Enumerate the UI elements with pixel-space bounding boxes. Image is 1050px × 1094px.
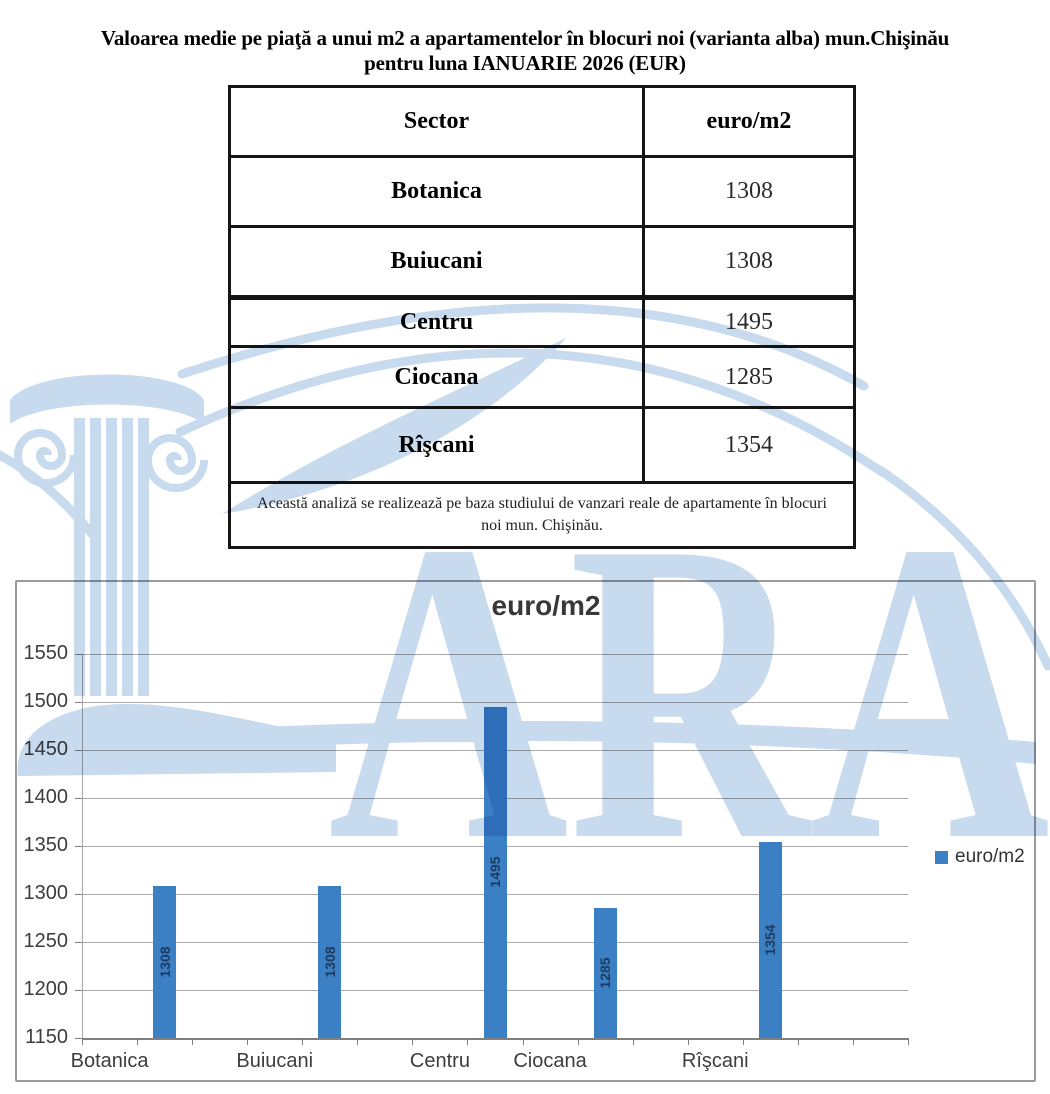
sector-price: 1354 — [725, 431, 773, 458]
bar-botanica: 1308 — [153, 886, 177, 1038]
x-axis-line — [82, 1038, 908, 1040]
gridline — [82, 654, 908, 655]
x-axis-tick — [192, 1038, 194, 1045]
x-axis-label: Centru — [409, 1050, 470, 1072]
y-axis-tick — [75, 1038, 82, 1039]
bar-value-label: 1354 — [762, 924, 779, 956]
bar-value-label: 1495 — [487, 856, 503, 888]
sector-price: 1495 — [725, 309, 773, 335]
y-axis-line — [82, 654, 83, 1038]
y-axis-tick — [75, 750, 82, 751]
x-axis-tick — [302, 1038, 304, 1045]
x-axis-label: Ciocana — [513, 1050, 587, 1072]
column-header-value: euro/m2 — [706, 108, 792, 134]
chart-title: euro/m2 — [491, 590, 601, 621]
y-axis-tick — [75, 942, 82, 943]
x-axis-tick — [82, 1038, 83, 1045]
page-title-line1: Valoarea medie pe piaţă a unui m2 a apar… — [100, 26, 950, 50]
x-axis-tick — [137, 1038, 139, 1045]
x-axis-tick — [357, 1038, 359, 1045]
x-axis-tick — [687, 1038, 689, 1045]
sector-name: Centru — [231, 300, 645, 345]
plot-area: 1150 1200 1250 1300 1350 1400 1450 1500 1550 1308… — [24, 642, 909, 1072]
legend-color-swatch — [935, 850, 948, 864]
sector-name: Botanica — [231, 158, 645, 225]
y-axis-tick — [75, 798, 82, 799]
y-axis-label: 1450 — [23, 738, 69, 760]
x-axis-label: Buiucani — [236, 1050, 314, 1072]
sector-name: Rîşcani — [231, 409, 645, 481]
table-body: Botanica 1308 Buiucani 1308 Centru 1495 Ciocan… — [231, 155, 853, 481]
x-axis-tick — [852, 1038, 854, 1045]
table-note-row: Această analiză se realizează pe baza st… — [231, 481, 853, 546]
sector-price: 1285 — [725, 363, 773, 390]
y-axis-label: 1300 — [23, 882, 69, 904]
sector-price: 1308 — [725, 248, 773, 274]
table-row: Rîşcani 1354 — [231, 406, 853, 481]
x-axis-label: Botanica — [70, 1050, 149, 1072]
chart-legend: euro/m2 — [935, 846, 1025, 868]
x-axis-tick — [247, 1038, 249, 1045]
table-row: Ciocana 1285 — [231, 345, 853, 406]
x-axis-tick — [908, 1038, 909, 1045]
bar-value-label: 1308 — [321, 946, 338, 978]
y-axis-tick — [75, 702, 82, 703]
x-axis-tick — [632, 1038, 634, 1045]
x-axis-label: Rîşcani — [681, 1050, 749, 1072]
x-axis-tick — [522, 1038, 524, 1045]
gridline — [82, 702, 908, 703]
legend-label: euro/m2 — [955, 846, 1025, 867]
bar-ciocana: 1285 — [593, 908, 617, 1038]
sector-price-table: Sector euro/m2 Botanica 1308 Buiucani 1308 C… — [228, 85, 856, 549]
page-title: Valoarea medie pe piaţă a unui m2 a apar… — [0, 26, 1050, 76]
table-row: Centru 1495 — [231, 295, 853, 345]
table-row: Buiucani 1308 — [231, 225, 853, 295]
bar-buiucani: 1308 — [318, 886, 342, 1038]
column-volutes — [13, 429, 208, 492]
page-title-line2: pentru luna IANUARIE 2026 (EUR) — [364, 51, 686, 75]
table-note: Această analiză se realizează pe baza st… — [257, 495, 827, 534]
column-capital — [10, 374, 204, 424]
y-axis-tick — [75, 654, 82, 655]
column-header-sector: Sector — [231, 88, 645, 155]
y-axis-label: 1350 — [23, 834, 69, 856]
x-axis-tick — [577, 1038, 579, 1045]
y-axis-tick — [75, 894, 82, 895]
y-axis-tick — [75, 846, 82, 847]
y-axis-label: 1150 — [24, 1026, 68, 1048]
bar-value-label: 1308 — [156, 946, 173, 978]
x-axis-tick — [742, 1038, 744, 1045]
sector-name: Buiucani — [231, 228, 645, 295]
x-axis-tick — [412, 1038, 414, 1045]
y-axis-label: 1550 — [23, 642, 69, 664]
y-axis-label: 1250 — [23, 930, 69, 952]
bar-value-label: 1285 — [597, 957, 614, 989]
y-axis-tick — [75, 990, 82, 991]
y-axis-label: 1200 — [23, 978, 69, 1000]
sector-name: Ciocana — [231, 348, 645, 406]
y-axis-label: 1400 — [23, 786, 69, 808]
price-bar-chart: euro/m2 1150 1200 1250 1300 1350 1400 1450 1500… — [15, 580, 1036, 1082]
x-axis-tick — [797, 1038, 799, 1045]
bar-rîşcani: 1354 — [758, 842, 782, 1038]
table-header-row: Sector euro/m2 — [231, 88, 853, 155]
bar-centru: 1495 — [483, 706, 507, 1038]
sector-price: 1308 — [725, 178, 773, 204]
y-axis-label: 1500 — [23, 690, 69, 712]
table-row: Botanica 1308 — [231, 155, 853, 225]
x-axis-tick — [467, 1038, 469, 1045]
